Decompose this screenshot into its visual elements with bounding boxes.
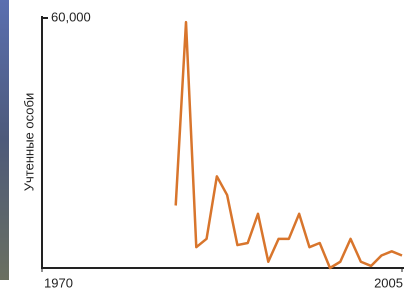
y-tick-label: 60,000 bbox=[51, 9, 91, 24]
data-line bbox=[176, 22, 402, 268]
chart: Учтенные особи 60,000 1970 2005 bbox=[0, 0, 414, 296]
x-tick-label: 1970 bbox=[44, 275, 73, 290]
photo-edge bbox=[0, 0, 9, 280]
y-axis-label: Учтенные особи bbox=[21, 93, 36, 191]
x-tick-label: 2005 bbox=[374, 275, 403, 290]
